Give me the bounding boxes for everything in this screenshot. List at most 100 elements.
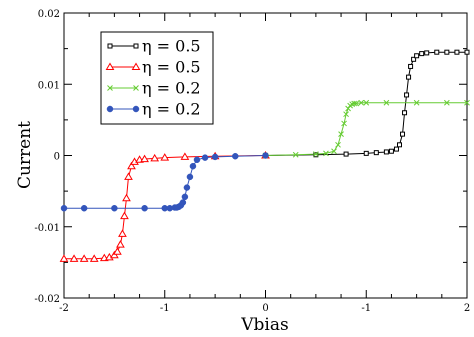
y-tick-label: 0 [54,152,60,163]
series-1-point [464,49,470,55]
series-1-point [408,63,414,69]
series-3-point [353,100,360,107]
y-tick-label: 0.01 [38,80,60,91]
legend-label: η = 0.2 [142,100,201,119]
series-3-point [351,100,358,107]
series-4-point [141,204,148,212]
series-3-point [323,150,329,157]
series-1-point [419,51,425,57]
series-1-point [363,150,369,156]
series-1-point [396,142,402,148]
series-3-point [335,141,341,148]
y-axis-title: Current [15,121,35,189]
series-1-point [402,110,408,116]
series-4-point [80,204,88,212]
series-2-point [116,240,125,248]
series-2-point [122,193,131,202]
legend: η = 0.5 η = 0.5 η = 0.2 η = 0.2 [100,31,214,125]
series-2-point [113,247,122,255]
series-4-point [183,184,191,191]
series-4 [60,152,269,212]
series-1-point [444,49,450,55]
legend-entry: η = 0.2 [107,79,201,98]
series-2-point [160,153,170,161]
series-2-point [124,172,133,180]
series-2-point [89,254,99,262]
series-2-point [140,154,149,163]
series-1 [263,49,470,158]
series-1-point [404,92,410,98]
legend-swatch-marker [107,85,113,91]
legend-entry: η = 0.5 [105,58,201,77]
series-4-point [262,152,269,159]
legend-swatch-marker [133,85,139,91]
series-2-point [118,229,127,237]
series-1-point [343,151,349,157]
series-1-point [400,131,406,137]
series-3-point [443,99,450,106]
series-2-point [110,250,119,259]
series-3-point [383,99,390,106]
series-1-point [383,149,389,155]
legend-label: η = 0.5 [142,58,201,77]
series-2-point [120,211,129,220]
series-4-point [189,162,197,170]
series-3-point [464,99,470,106]
series-1-point [424,50,430,56]
series-1-point [393,146,399,152]
y-tick-label: 0.02 [38,9,60,20]
series-2-line [64,155,266,260]
series-3-point [338,131,344,137]
series-1-line [265,51,467,156]
legend-entry: η = 0.5 [107,37,201,56]
series-4-point [111,204,118,212]
series-4-point [186,173,194,181]
series-3-point [343,111,349,118]
series-4-point [211,153,219,161]
legend-label: η = 0.5 [142,37,201,56]
series-3-point [292,151,299,158]
series-4-line [64,155,266,209]
series-4-point [232,152,239,160]
legend-swatch-marker [131,62,141,70]
legend-swatch-marker [107,43,113,49]
series-4-point [193,156,201,164]
series-1-point [313,152,319,158]
series-4-point [181,193,189,201]
series-2-point [79,254,89,262]
legend-swatch-marker [105,62,115,70]
series-1-point [388,148,394,154]
series-4-point [60,204,68,212]
series-layer [59,49,470,262]
series-1-point [434,49,440,55]
y-tick-label: -0.01 [34,223,60,234]
x-tick-label: -1 [361,303,371,314]
series-3-line [265,102,467,156]
series-4-point [179,199,187,206]
series-1-point [411,56,417,62]
series-2-point [59,254,69,262]
series-1-point [454,49,460,55]
series-1-point [373,150,379,156]
series-2-point [69,254,79,262]
series-1-point [414,53,420,59]
x-tick-label: 2 [464,303,470,314]
legend-swatch-marker [132,105,140,113]
legend-label: η = 0.2 [142,79,201,98]
series-3-point [341,120,347,127]
ticks-layer: -2 -1 0 -1 2 -0.02 -0.01 0 0.01 0.02 [34,9,470,314]
series-4-point [201,154,209,161]
series-2-point [180,152,190,160]
series-1-point [406,74,412,80]
series-2-point [150,153,160,162]
series-3-point [413,99,420,106]
x-tick-label: -1 [160,303,170,314]
legend-swatch-marker [106,105,114,113]
legend-entry: η = 0.2 [106,100,201,119]
y-tick-label: -0.02 [34,294,60,305]
x-tick-label: 0 [262,303,268,314]
legend-box [100,31,214,125]
series-2-point [127,161,136,170]
legend-swatch-marker [133,43,139,49]
